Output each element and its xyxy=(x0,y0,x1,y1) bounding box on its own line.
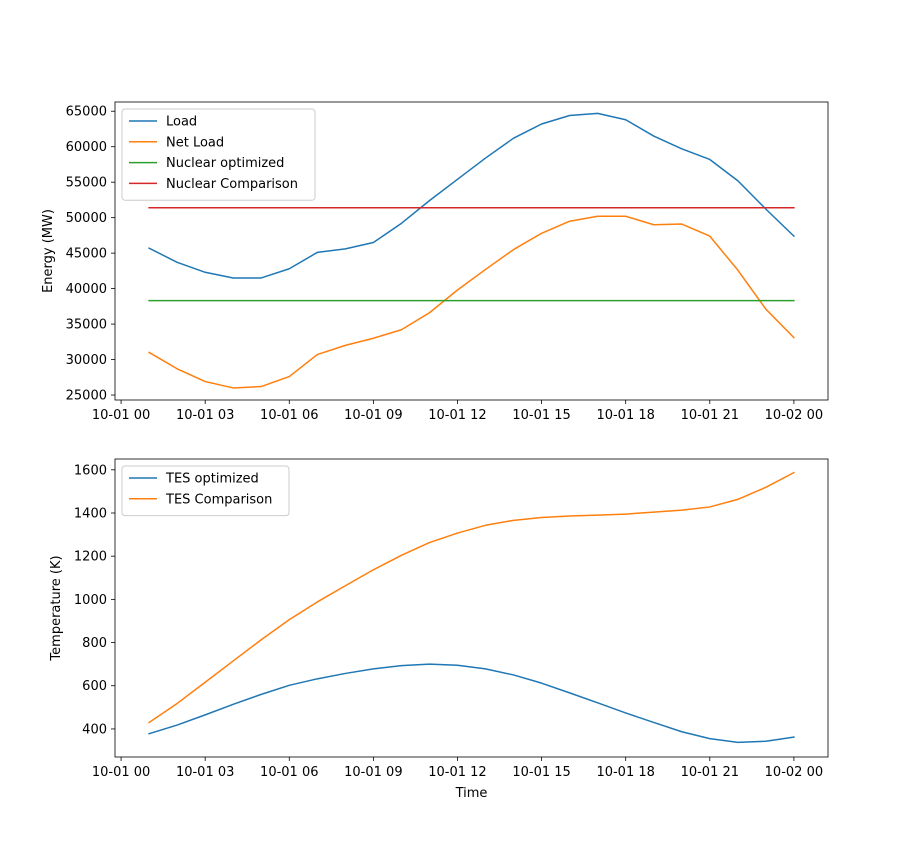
y-tick-label: 45000 xyxy=(66,247,107,262)
y-tick-label: 55000 xyxy=(66,176,107,191)
y-tick-label: 25000 xyxy=(66,389,107,404)
energy-y-axis-label: Energy (MW) xyxy=(41,209,56,293)
series-line-tes-optimized xyxy=(148,663,795,744)
legend-label: Nuclear optimized xyxy=(166,156,284,171)
temperature-axes: 10-01 00 10-01 03 10-01 06 10-01 09 10-01 12… xyxy=(49,458,829,780)
x-tick-label: 10-01 18 xyxy=(596,408,654,423)
axes-frame xyxy=(114,101,829,401)
energy-axes: 10-01 00 10-01 03 10-01 06 10-01 09 10-01 12… xyxy=(41,101,829,423)
x-tick-label: 10-01 03 xyxy=(176,408,234,423)
legend-label: TES optimized xyxy=(165,472,259,487)
x-tick-label: 10-02 00 xyxy=(765,408,823,423)
y-tick-label: 60000 xyxy=(66,140,107,155)
x-tick-label: 10-01 00 xyxy=(92,408,150,423)
y-tick-label: 600 xyxy=(82,679,107,694)
y-tick-label: 1600 xyxy=(74,463,107,478)
series-line-load xyxy=(148,112,795,279)
legend-label: Net Load xyxy=(166,135,224,150)
x-tick-label: 10-01 12 xyxy=(428,765,486,780)
legend-label: Nuclear Comparison xyxy=(166,177,298,192)
x-tick-label: 10-01 03 xyxy=(176,765,234,780)
x-tick-label: 10-01 06 xyxy=(260,765,318,780)
y-tick-label: 800 xyxy=(82,636,107,651)
x-tick-label: 10-01 00 xyxy=(92,765,150,780)
legend-box xyxy=(121,465,290,517)
x-tick-label: 10-01 09 xyxy=(344,765,402,780)
x-tick-label: 10-01 12 xyxy=(428,408,486,423)
y-tick-label: 40000 xyxy=(66,282,107,297)
y-tick-label: 1200 xyxy=(74,550,107,565)
x-tick-label: 10-02 00 xyxy=(765,765,823,780)
x-tick-label: 10-01 15 xyxy=(512,765,570,780)
y-tick-label: 1000 xyxy=(74,593,107,608)
y-tick-label: 1400 xyxy=(74,506,107,521)
x-tick-label: 10-01 21 xyxy=(681,765,739,780)
figure-x-axis-label: Time xyxy=(455,786,488,801)
x-tick-label: 10-01 06 xyxy=(260,408,318,423)
x-tick-label: 10-01 21 xyxy=(681,408,739,423)
x-tick-label: 10-01 15 xyxy=(512,408,570,423)
y-tick-label: 30000 xyxy=(66,353,107,368)
legend-label: TES Comparison xyxy=(165,492,272,507)
y-tick-label: 65000 xyxy=(66,105,107,120)
y-tick-label: 400 xyxy=(82,722,107,737)
temperature-y-axis-label: Temperature (K) xyxy=(49,555,64,661)
x-tick-label: 10-01 18 xyxy=(596,765,654,780)
series-line-net-load xyxy=(148,215,795,389)
legend-box xyxy=(121,108,316,201)
y-tick-label: 50000 xyxy=(66,211,107,226)
y-tick-label: 35000 xyxy=(66,318,107,333)
series-line-tes-comparison xyxy=(148,471,795,724)
x-tick-label: 10-01 09 xyxy=(344,408,402,423)
legend-label: Load xyxy=(166,115,197,130)
axes-frame xyxy=(114,458,829,758)
